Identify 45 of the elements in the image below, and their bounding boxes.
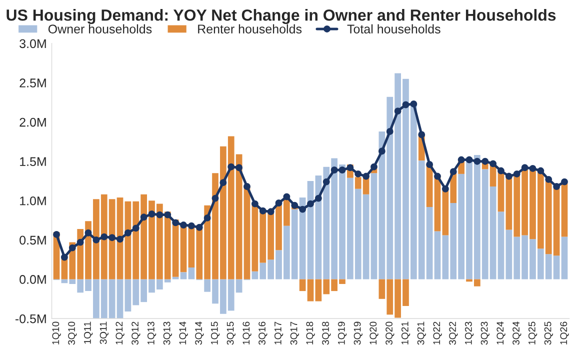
x-tick-label: 3Q20 — [386, 322, 394, 345]
x-tick-label: 1Q12 — [116, 322, 124, 344]
y-tick-label: 0.5M — [20, 236, 46, 245]
y-tick-label: -0.5M — [15, 314, 46, 324]
x-tick-label: 3Q16 — [258, 322, 268, 345]
x-tick-label: 3Q13 — [163, 322, 172, 345]
x-tick-label: 1Q23 — [464, 322, 474, 344]
x-tick-label: 3Q19 — [354, 322, 362, 345]
x-tick-label: 1Q19 — [338, 322, 347, 344]
x-tick-label: 3Q22 — [449, 322, 458, 345]
x-tick-label: 1Q18 — [306, 322, 315, 344]
x-tick-label: 1Q15 — [210, 322, 220, 344]
x-tick-label: 3Q17 — [290, 322, 299, 345]
legend-label: Total households — [347, 24, 440, 34]
x-tick-label: 3Q14 — [195, 322, 204, 345]
x-tick-label: 1Q20 — [370, 322, 378, 344]
x-tick-label: 3Q15 — [226, 322, 236, 345]
x-tick-label: 3Q23 — [480, 322, 490, 345]
x-tick-label: 3Q11 — [100, 322, 108, 344]
x-tick-label: 3Q24 — [512, 322, 522, 345]
x-tick-label: 3Q18 — [322, 322, 331, 345]
x-tick-label: 1Q13 — [147, 322, 156, 344]
x-tick-label: 1Q11 — [84, 322, 93, 344]
y-tick-label: 2.5M — [20, 78, 46, 88]
x-tick-label: 1Q16 — [242, 322, 252, 344]
y-tick-label: 1.0M — [20, 196, 46, 206]
x-tick-label: 1Q10 — [52, 322, 61, 344]
x-tick-label: 1Q26 — [560, 322, 569, 344]
x-tick-label: 1Q25 — [528, 322, 538, 344]
x-tick-label: 1Q22 — [433, 322, 442, 344]
x-tick-label: 3Q21 — [417, 322, 426, 345]
y-tick-label: 3.0M — [20, 39, 46, 48]
x-tick-label: 1Q17 — [274, 322, 284, 344]
chart-title: US Housing Demand: YOY Net Change in Owner and Renter Households — [6, 9, 556, 24]
y-tick-label: 1.5M — [20, 157, 46, 166]
x-tick-label: 1Q21 — [401, 322, 410, 344]
y-tick-label: 0.0M — [20, 275, 46, 284]
x-tick-label: 1Q24 — [496, 322, 506, 344]
x-tick-label: 3Q10 — [68, 322, 77, 345]
x-tick-label: 1Q14 — [179, 322, 188, 344]
x-tick-label: 3Q25 — [544, 322, 553, 345]
x-tick-label: 3Q12 — [132, 322, 140, 345]
legend-label: Owner households — [48, 24, 152, 34]
y-tick-label: 2.0M — [20, 118, 46, 127]
legend-label: Renter households — [198, 24, 302, 34]
